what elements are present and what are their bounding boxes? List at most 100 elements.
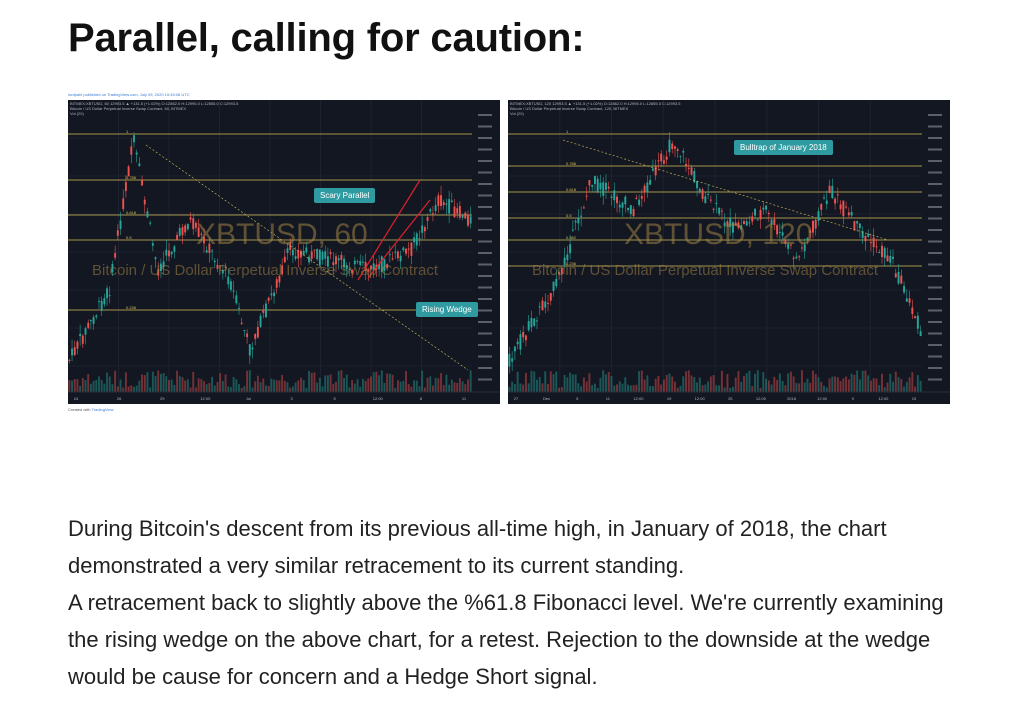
candle-body [103,298,106,305]
candle-body [908,298,911,303]
volume-bar [671,376,674,392]
candle-body [87,322,90,328]
candle-body [767,212,770,214]
volume-bar [784,385,787,392]
volume-bar [345,374,348,392]
volume-bar [421,370,424,392]
paragraph-2: A retracement back to slightly above the… [68,590,944,689]
candle-body [547,302,549,304]
volume-bar [563,375,566,392]
candle-body [795,256,798,259]
volume-bar [627,384,630,392]
volume-bar [638,371,641,392]
volume-bar [219,373,222,392]
tradingview-link[interactable]: TradingView [91,407,114,412]
candle-body [405,248,407,254]
volume-bar [308,370,310,392]
price-tick-label [928,229,942,231]
volume-bar [230,387,232,392]
volume-bar [508,386,511,392]
volume-bar [687,370,690,392]
candle-body [84,328,87,335]
volume-bar [289,387,292,392]
volume-bar [640,370,643,392]
volume-bar [734,377,737,392]
volume-bar [919,380,922,392]
candle-body [726,221,729,227]
volume-bar [181,377,184,392]
volume-bar [834,376,837,392]
candle-body [646,182,649,193]
volume-bar [106,372,108,392]
volume-bar [900,379,903,392]
volume-bar [878,385,881,392]
candle-body [111,263,114,273]
candle-body [850,211,853,216]
left-chart-header: BITMEX:XBTUSD, 60 12993.5 ▲ +131.5 (+1.0… [70,101,238,116]
candle-body [170,251,173,255]
candle-body [676,149,679,151]
volume-bar [388,373,391,392]
candle-body [219,266,222,268]
candle-body [889,256,892,263]
candle-body [324,251,327,259]
paragraph-1: During Bitcoin's descent from its previo… [68,516,887,578]
candle-body [133,135,135,143]
volume-bar [302,379,305,392]
candle-body [847,212,850,216]
article-body: During Bitcoin's descent from its previo… [68,510,968,695]
volume-bar [530,370,533,392]
time-tick-label: 5 [334,396,337,401]
candle-body [657,160,660,162]
candle-body [883,247,886,258]
candle-body [555,278,558,287]
volume-bar [836,377,839,392]
volume-bar [100,380,103,392]
candle-body [407,248,410,250]
candle-body [194,222,197,228]
price-tick-label [478,229,492,231]
candle-body [178,228,181,236]
volume-bar [351,380,354,392]
rising-wedge-callout: Rising Wedge [416,302,478,317]
volume-bar [759,387,762,392]
volume-bar [591,385,594,392]
volume-bar [605,374,607,392]
volume-bar [262,378,265,392]
candle-body [869,242,872,244]
right-chart-canvas: 1 0.786 0.618 0.5 0.382 0.236 27 Dec 5 11 12:00 19 1… [508,100,950,404]
candle-body [81,335,84,344]
volume-bar [337,370,340,392]
candle-body [388,254,391,256]
price-tick-label [478,298,492,300]
volume-bar [186,379,189,392]
candle-body [240,322,243,324]
candle-body [577,217,580,224]
volume-bar [135,385,138,392]
volume-bar [806,378,809,392]
candle-body [900,275,903,284]
fib-level-label: 0.5 [566,213,572,218]
volume-bar [89,383,92,392]
candle-body [79,334,82,337]
candle-body [861,231,864,239]
candle-body [558,272,561,275]
volume-bar [596,387,599,392]
candle-body [108,295,111,297]
volume-bar [789,371,792,392]
volume-bar [313,372,316,392]
volume-bar [98,376,100,392]
candle-body [116,230,119,236]
candle-body [442,201,445,206]
volume-bar [448,384,451,392]
chart-credit-top[interactable]: lordpahl published on TradingView.com, J… [68,92,190,97]
candle-body [291,249,294,256]
candle-body [356,261,359,263]
volume-bar [211,376,214,392]
candle-body [348,268,351,271]
candle-body [613,190,616,201]
price-tick-label [928,298,942,300]
candle-body [399,255,402,262]
candle-body [533,318,536,326]
candle-body [227,276,230,285]
